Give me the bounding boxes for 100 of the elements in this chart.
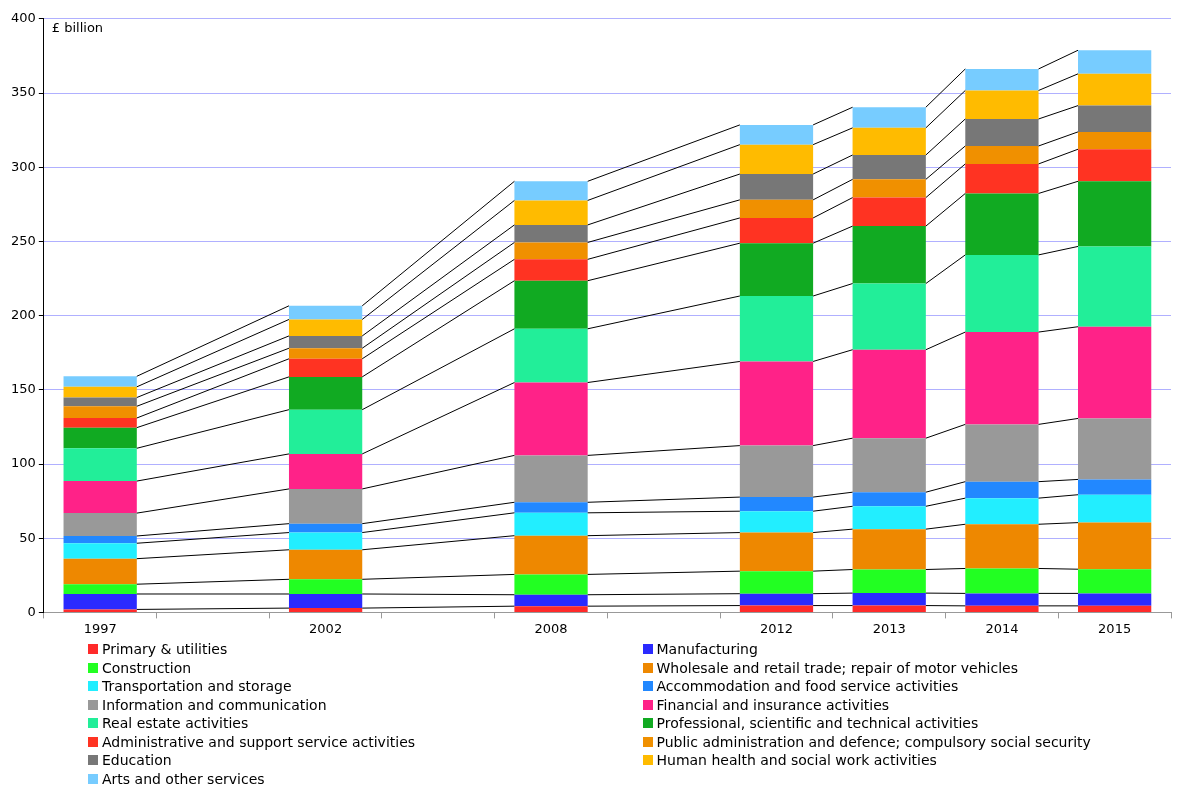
bar — [63, 558, 137, 585]
bar — [63, 386, 137, 398]
bar — [1078, 131, 1152, 150]
bar — [288, 358, 363, 377]
bar — [288, 549, 363, 580]
bar — [739, 571, 814, 594]
y-tick-label: 250 — [10, 232, 36, 248]
y-tick-label: 0 — [27, 603, 36, 619]
bar — [288, 594, 363, 609]
bar — [514, 606, 588, 612]
x-tick-label: 2008 — [534, 620, 568, 636]
legend-label: Human health and social work activities — [656, 751, 937, 770]
bar — [852, 179, 926, 198]
bar — [514, 280, 588, 329]
x-tick-label: 2013 — [872, 620, 906, 636]
bar — [739, 605, 814, 612]
legend-label: Public administration and defence; compulsory social security — [656, 732, 1091, 751]
bar — [63, 481, 137, 514]
bar — [739, 243, 814, 297]
legend-label: Administrative and support service activities — [102, 732, 416, 751]
legend-label: Professional, scientific and technical activities — [656, 714, 979, 733]
legend-label: Education — [102, 751, 172, 770]
legend-label: Information and communication — [102, 695, 327, 714]
bar — [852, 349, 926, 439]
bar — [739, 593, 814, 606]
bar — [1078, 246, 1152, 327]
bar — [739, 174, 814, 200]
x-tick-label: 2012 — [759, 620, 794, 636]
bar — [852, 569, 926, 594]
bar — [852, 593, 926, 606]
bar — [63, 418, 137, 428]
bar — [852, 197, 926, 227]
bar — [852, 529, 926, 570]
bar — [965, 524, 1039, 569]
legend-label: Transportation and storage — [102, 677, 292, 696]
bar — [288, 453, 363, 489]
bar — [739, 511, 814, 533]
bar — [965, 424, 1039, 482]
bar — [965, 605, 1039, 612]
y-tick-label: 400 — [10, 10, 36, 26]
bar — [514, 382, 588, 456]
bar — [739, 144, 814, 175]
bar — [852, 127, 926, 156]
bar — [514, 181, 588, 201]
bar — [63, 397, 137, 407]
bar — [63, 427, 137, 449]
bar — [288, 532, 363, 550]
bar — [965, 593, 1039, 606]
bar — [63, 406, 137, 418]
bar — [965, 68, 1039, 91]
bar — [965, 145, 1039, 164]
bar — [965, 163, 1039, 194]
x-tick-label: 2014 — [985, 620, 1019, 636]
bar — [1078, 105, 1152, 132]
bar — [852, 107, 926, 128]
bar — [288, 488, 363, 524]
bar — [1078, 418, 1152, 480]
bar — [1078, 181, 1152, 247]
bar — [63, 448, 137, 482]
bar — [1078, 50, 1152, 74]
bar — [739, 296, 814, 362]
legend-label: Arts and other services — [102, 769, 265, 788]
bar — [852, 283, 926, 350]
bar — [514, 259, 588, 281]
bar — [63, 535, 137, 544]
legend-label: Primary & utilities — [102, 640, 228, 659]
bar — [63, 543, 137, 559]
bar — [288, 319, 363, 336]
legend-label: Accommodation and food service activities — [656, 677, 959, 696]
bar — [965, 568, 1039, 594]
bar — [1078, 593, 1152, 606]
legend-label: Construction — [102, 658, 192, 677]
bar — [1078, 73, 1152, 106]
bar — [514, 242, 588, 260]
bar — [965, 481, 1039, 499]
bar — [1078, 605, 1152, 612]
legend-label: Financial and insurance activities — [656, 695, 890, 714]
x-tick-label: 2015 — [1098, 620, 1132, 636]
bar — [514, 512, 588, 536]
bar — [514, 200, 588, 225]
bar — [1078, 479, 1152, 495]
y-tick-label: 200 — [10, 306, 36, 322]
y-tick-label: 50 — [19, 529, 36, 545]
legend-label: Manufacturing — [656, 640, 758, 659]
bar — [63, 376, 137, 387]
bar — [288, 523, 363, 533]
bar — [288, 335, 363, 349]
bar — [288, 608, 363, 612]
bar — [288, 579, 363, 594]
bar — [514, 574, 588, 595]
bar — [852, 492, 926, 507]
bar — [63, 584, 137, 594]
bar — [63, 513, 137, 536]
bar — [1078, 494, 1152, 523]
y-tick-label: 150 — [10, 381, 36, 397]
bar — [852, 155, 926, 180]
legend-label: Wholesale and retail trade; repair of motor vehicles — [656, 658, 1018, 677]
bar — [514, 224, 588, 243]
bar — [288, 409, 363, 454]
bar — [1078, 569, 1152, 594]
